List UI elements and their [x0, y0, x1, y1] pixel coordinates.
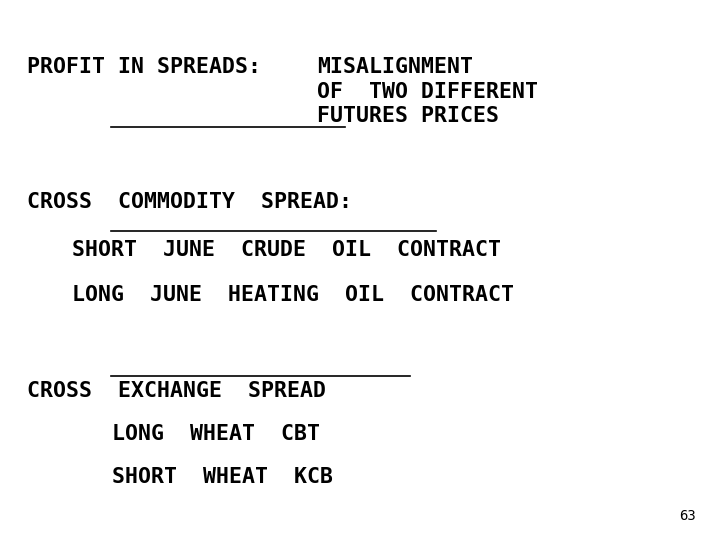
Text: PROFIT IN SPREADS:: PROFIT IN SPREADS:: [27, 57, 261, 77]
Text: SHORT  JUNE  CRUDE  OIL  CONTRACT: SHORT JUNE CRUDE OIL CONTRACT: [72, 240, 501, 260]
Text: LONG  WHEAT  CBT: LONG WHEAT CBT: [112, 424, 320, 444]
Text: LONG  JUNE  HEATING  OIL  CONTRACT: LONG JUNE HEATING OIL CONTRACT: [72, 285, 514, 305]
Text: MISALIGNMENT
OF  TWO DIFFERENT
FUTURES PRICES: MISALIGNMENT OF TWO DIFFERENT FUTURES PR…: [317, 57, 538, 126]
Text: CROSS  COMMODITY  SPREAD:: CROSS COMMODITY SPREAD:: [27, 192, 352, 212]
Text: 63: 63: [679, 509, 696, 523]
Text: CROSS  EXCHANGE  SPREAD: CROSS EXCHANGE SPREAD: [27, 381, 326, 401]
Text: SHORT  WHEAT  KCB: SHORT WHEAT KCB: [112, 467, 333, 487]
